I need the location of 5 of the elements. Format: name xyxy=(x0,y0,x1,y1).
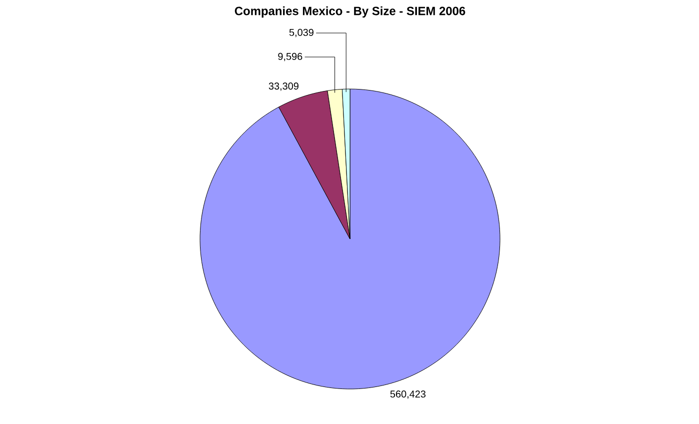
data-label: 560,423 xyxy=(390,390,426,399)
chart-title: Companies Mexico - By Size - SIEM 2006 xyxy=(234,6,466,18)
data-label: 5,039 xyxy=(289,28,314,38)
data-label: 33,309 xyxy=(268,82,298,91)
data-label: 9,596 xyxy=(278,52,302,62)
